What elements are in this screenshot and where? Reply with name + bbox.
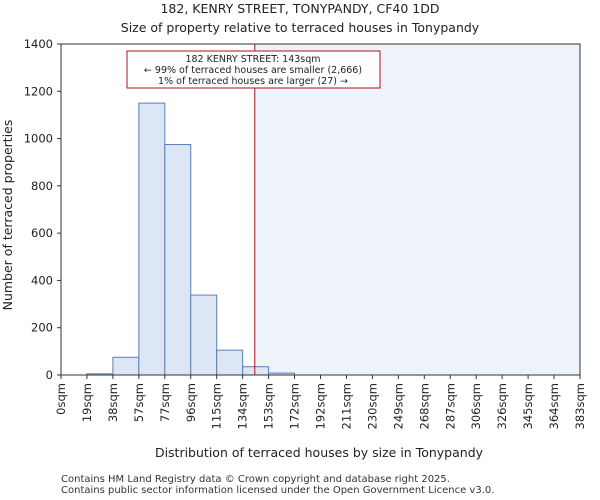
x-tick-label: 172sqm (288, 383, 302, 429)
annotation-box: 182 KENRY STREET: 143sqm ← 99% of terrac… (126, 50, 381, 89)
larger-properties-region (254, 44, 580, 375)
x-tick-label: 326sqm (495, 383, 509, 429)
x-tick-label: 345sqm (521, 383, 535, 429)
y-tick-label: 1000 (24, 132, 53, 146)
x-tick-label: 57sqm (132, 383, 146, 422)
bar-115sqm (216, 349, 244, 376)
bar-77sqm (164, 143, 192, 376)
x-tick-label: 19sqm (80, 383, 94, 422)
annotation-line-3: 1% of terraced houses are larger (27) → (158, 76, 348, 87)
y-tick-label: 0 (46, 368, 53, 382)
bars-group (86, 102, 296, 376)
footer-line-2: Contains public sector information licen… (61, 485, 495, 496)
bar-38sqm (112, 356, 140, 376)
y-axis: 0 200 400 600 800 1000 1200 1400 (24, 37, 61, 382)
chart-title: 182, KENRY STREET, TONYPANDY, CF40 1DD (160, 1, 439, 16)
chart-subtitle: Size of property relative to terraced ho… (121, 20, 480, 35)
bar-57sqm (138, 102, 166, 376)
x-tick-label: 115sqm (210, 383, 224, 429)
y-tick-label: 1400 (24, 37, 53, 51)
y-tick-label: 200 (31, 321, 53, 335)
bar-96sqm (190, 294, 218, 376)
annotation-line-2: ← 99% of terraced houses are smaller (2,… (144, 65, 362, 76)
x-tick-label: 77sqm (158, 383, 172, 422)
x-tick-label: 249sqm (391, 383, 405, 429)
x-tick-label: 96sqm (184, 383, 198, 422)
annotation-line-1: 182 KENRY STREET: 143sqm (185, 54, 320, 65)
y-tick-label: 1200 (24, 84, 53, 98)
x-axis: 0sqm 19sqm 38sqm 57sqm 77sqm 96sqm 115sqm 134sq… (54, 375, 587, 429)
x-tick-label: 153sqm (262, 383, 276, 429)
x-tick-label: 211sqm (339, 383, 353, 429)
bar-134sqm (242, 366, 270, 376)
annotation-border (126, 50, 381, 89)
x-tick-label: 134sqm (236, 383, 250, 429)
x-tick-label: 230sqm (365, 383, 379, 429)
y-axis-label: Number of terraced properties (0, 120, 15, 311)
x-tick-label: 0sqm (54, 383, 68, 415)
x-tick-label: 192sqm (314, 383, 328, 429)
x-tick-label: 364sqm (547, 383, 561, 429)
histogram-chart: 182, KENRY STREET, TONYPANDY, CF40 1DD S… (0, 1, 587, 460)
x-tick-label: 268sqm (417, 383, 431, 429)
x-tick-label: 38sqm (106, 383, 120, 422)
x-tick-label: 383sqm (573, 383, 587, 429)
x-tick-label: 287sqm (443, 383, 457, 429)
y-tick-label: 400 (31, 273, 53, 287)
x-axis-label: Distribution of terraced houses by size … (155, 445, 484, 460)
footer-line-1: Contains HM Land Registry data © Crown c… (61, 474, 450, 485)
x-tick-label: 306sqm (469, 383, 483, 429)
y-tick-label: 800 (31, 179, 53, 193)
y-tick-label: 600 (31, 226, 53, 240)
